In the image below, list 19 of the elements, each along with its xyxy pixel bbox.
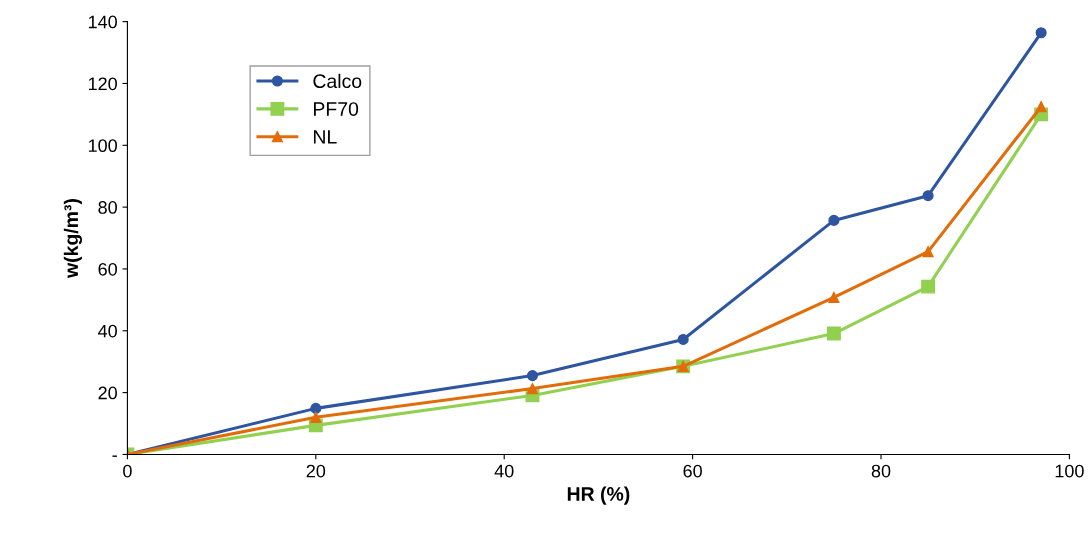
y-tick-label: 120 [88, 77, 117, 91]
x-axis-title: HR (%) [567, 486, 630, 505]
x-tick-label: 0 [123, 464, 132, 478]
y-tick-label: 80 [98, 201, 117, 214]
legend-label: PF70 [313, 102, 359, 116]
x-tick-label: 60 [683, 464, 702, 478]
y-axis-title: w(kg/m³) [63, 199, 83, 279]
x-tick-label: 20 [306, 464, 326, 478]
legend-label: Calco [313, 73, 362, 89]
x-tick-label: 40 [494, 464, 514, 478]
y-tick-label: 20 [98, 386, 117, 400]
y-tick-label: 60 [98, 262, 117, 276]
y-tick-label: 40 [98, 324, 117, 338]
x-tick-label: 80 [871, 464, 891, 478]
y-tick-label: 100 [88, 139, 117, 153]
x-tick-label: 100 [1055, 464, 1084, 478]
legend-label: NL [313, 130, 337, 144]
y-tick-label: 140 [88, 15, 117, 29]
y-tick-label: - [112, 455, 117, 457]
